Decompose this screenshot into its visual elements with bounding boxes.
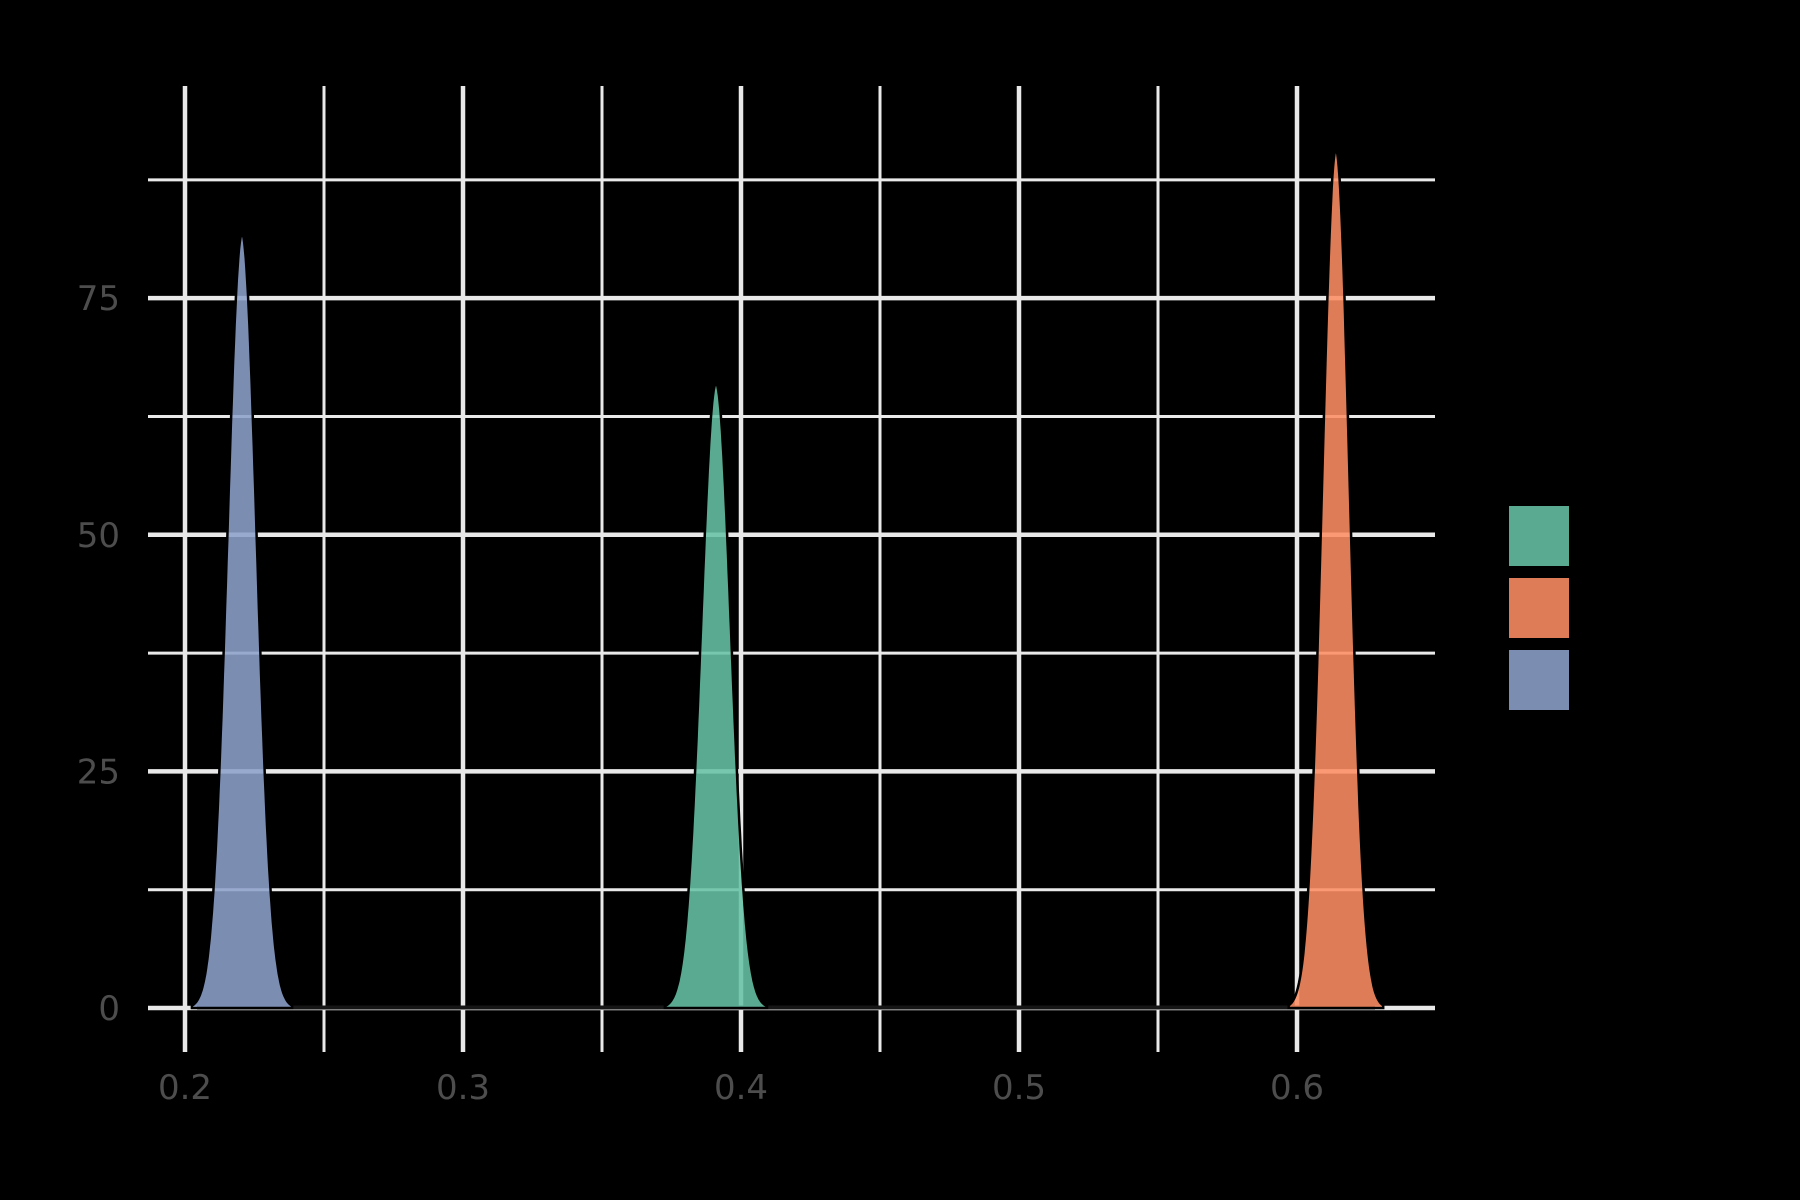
y-tick-label-50: 50 bbox=[77, 516, 120, 556]
x-tick-label-0.2: 0.2 bbox=[158, 1068, 212, 1108]
x-tick-label-0.3: 0.3 bbox=[436, 1068, 490, 1108]
legend-swatch-green bbox=[1507, 504, 1571, 568]
legend-swatch-blue bbox=[1507, 648, 1571, 712]
density-curve-green bbox=[663, 381, 769, 1010]
x-tick-label-0.5: 0.5 bbox=[992, 1068, 1046, 1108]
y-tick-label-75: 75 bbox=[77, 279, 120, 319]
density-curve-orange bbox=[1287, 147, 1385, 1010]
y-tick-label-25: 25 bbox=[77, 752, 120, 792]
legend-swatch-orange bbox=[1507, 576, 1571, 640]
y-tick-label-0: 0 bbox=[98, 989, 120, 1029]
x-tick-label-0.6: 0.6 bbox=[1270, 1068, 1324, 1108]
density-curve-blue bbox=[190, 231, 294, 1010]
x-tick-label-0.4: 0.4 bbox=[714, 1068, 768, 1108]
panel-background bbox=[148, 86, 1435, 1052]
